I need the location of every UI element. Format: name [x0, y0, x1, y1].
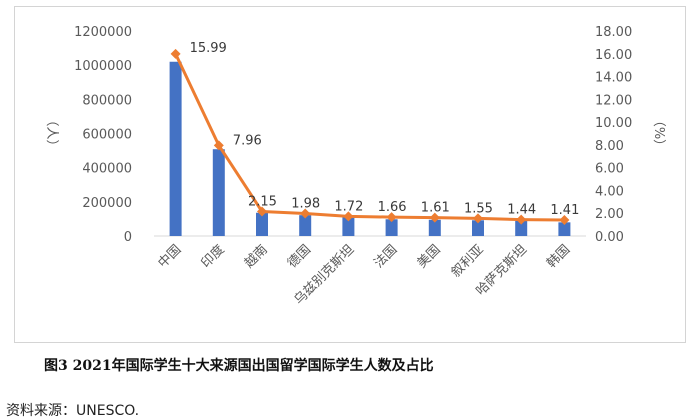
percent-marker [559, 214, 570, 225]
percent-marker [429, 212, 440, 223]
y-right-tick-label: 14.00 [595, 71, 632, 86]
bar [212, 149, 225, 236]
y-right-tick-label: 8.00 [595, 139, 624, 154]
percent-data-label: 15.99 [190, 41, 227, 56]
bar [299, 215, 312, 236]
bar [385, 219, 398, 236]
percent-line [174, 53, 565, 222]
chart-frame: 0 200000 400000 600000 800000 1000000 1200000 0… [14, 6, 686, 343]
percent-marker [257, 206, 267, 217]
y-right-axis-title: （%） [651, 114, 666, 152]
bar [558, 222, 571, 236]
percent-marker [473, 213, 483, 224]
bar [342, 217, 355, 236]
category-label: 法国 [371, 242, 400, 271]
percent-data-label: 1.61 [421, 201, 450, 216]
y-right-tick-label: 2.00 [595, 207, 624, 222]
y-tick-label: 200000 [82, 196, 132, 211]
figure-caption: 图3 2021年国际学生十大来源国出国留学国际学生人数及占比 [44, 358, 434, 374]
percent-data-label: 7.96 [233, 133, 262, 148]
category-label: 中国 [155, 242, 184, 271]
percent-marker [213, 140, 224, 151]
bar [256, 212, 268, 236]
percent-marker [170, 48, 181, 59]
bar [515, 220, 528, 236]
percent-data-label: 1.41 [550, 203, 579, 218]
category-label: 德国 [285, 242, 314, 271]
percent-marker [386, 212, 397, 223]
y-right-tick-label: 16.00 [595, 48, 632, 63]
percent-data-label: 2.15 [248, 195, 277, 210]
y-tick-label: 400000 [82, 162, 132, 177]
percent-data-label: 1.72 [334, 199, 363, 214]
y-tick-label: 1200000 [74, 25, 132, 40]
category-label: 韩国 [544, 242, 573, 271]
percent-marker [343, 211, 354, 222]
y-tick-label: 600000 [82, 128, 132, 143]
bar [169, 61, 182, 236]
category-label: 越南 [241, 242, 271, 272]
percent-marker [516, 214, 527, 225]
y-tick-label: 0 [124, 230, 132, 245]
bar [428, 219, 441, 236]
category-label: 叙利亚 [449, 242, 487, 280]
percent-data-label: 1.98 [291, 196, 320, 211]
percent-data-label: 1.66 [378, 200, 407, 215]
y-right-tick-label: 0.00 [595, 230, 624, 245]
bar [472, 220, 484, 236]
percent-marker [300, 208, 311, 219]
y-right-tick-label: 4.00 [595, 184, 624, 199]
combo-chart: 0 200000 400000 600000 800000 1000000 1200000 0… [44, 25, 666, 308]
percent-data-label: 1.55 [464, 201, 493, 216]
y-right-tick-label: 6.00 [595, 162, 624, 177]
category-label: 美国 [415, 242, 444, 271]
y-tick-label: 1000000 [74, 59, 132, 74]
y-right-tick-label: 10.00 [595, 116, 632, 131]
y-axis-title: （人） [44, 113, 59, 152]
y-tick-label: 800000 [82, 93, 132, 108]
y-right-tick-label: 18.00 [595, 25, 632, 40]
percent-data-label: 1.44 [507, 203, 536, 218]
category-label: 印度 [198, 242, 228, 272]
source-note: 资料来源：UNESCO. [6, 403, 140, 419]
y-right-tick-label: 12.00 [595, 93, 632, 108]
